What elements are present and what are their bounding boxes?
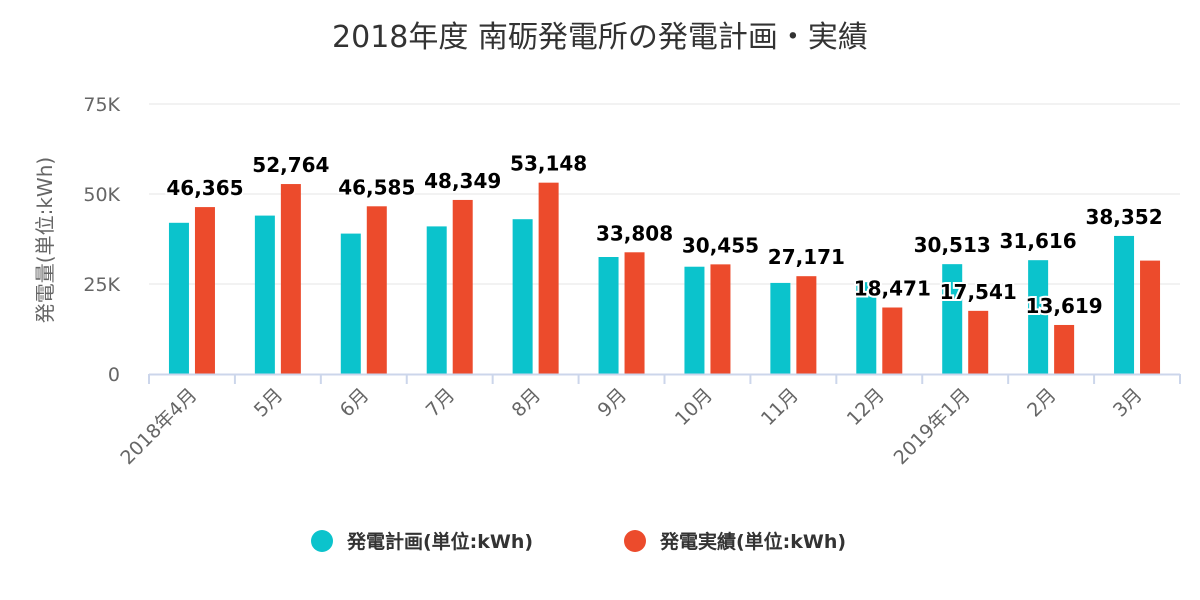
data-label: 17,541 — [940, 280, 1017, 304]
data-label: 30,455 — [682, 233, 759, 257]
bar-actual — [1054, 324, 1075, 374]
data-label: 53,148 — [510, 152, 587, 176]
data-label: 18,471 — [854, 277, 931, 301]
bar-plan — [598, 257, 619, 374]
bar-actual — [280, 184, 301, 374]
data-label: 30,513 — [914, 233, 991, 257]
bar-plan — [512, 219, 533, 374]
bar-actual — [1140, 260, 1161, 374]
bar-plan — [942, 264, 963, 374]
bar-plan — [426, 226, 447, 374]
x-tick-label: 7月 — [422, 384, 460, 422]
y-tick-label: 50K — [83, 184, 120, 206]
x-tick-label: 10月 — [671, 384, 717, 430]
x-tick-label: 5月 — [250, 384, 288, 422]
data-label: 46,365 — [166, 176, 243, 200]
data-label: 31,616 — [1000, 229, 1077, 253]
data-label: 27,171 — [768, 245, 845, 269]
bars — [168, 182, 1161, 374]
data-label: 52,764 — [252, 153, 329, 177]
data-label: 13,619 — [1026, 294, 1103, 318]
data-label: 48,349 — [424, 169, 501, 193]
x-tick-label: 2月 — [1023, 384, 1061, 422]
legend-marker — [311, 530, 333, 552]
y-tick-label: 75K — [83, 94, 120, 116]
data-label: 46,585 — [338, 175, 415, 199]
legend-marker — [624, 530, 646, 552]
legend: 発電計画(単位:kWh) 発電実績(単位:kWh) — [311, 530, 846, 553]
x-tick-label: 8月 — [508, 384, 546, 422]
x-axis: 2018年4月 5月 6月 7月 8月 9月 10月 11月 12月 2019年1月 2月 3月 — [116, 373, 1181, 469]
bar-plan — [168, 222, 189, 374]
bar-plan — [1028, 260, 1049, 374]
bar-actual — [796, 276, 817, 374]
x-tick-label: 9月 — [594, 384, 632, 422]
x-tick-label: 2019年1月 — [890, 384, 975, 469]
data-label: 38,352 — [1085, 205, 1162, 229]
bar-actual — [624, 252, 645, 374]
x-tick-label: 6月 — [336, 384, 374, 422]
x-tick-label: 2018年4月 — [116, 384, 201, 469]
chart-title: 2018年度 南砺発電所の発電計画・実績 — [332, 20, 868, 55]
bar-actual — [366, 206, 387, 374]
y-tick-label: 25K — [83, 274, 120, 296]
bar-actual — [710, 264, 731, 374]
bar-plan — [856, 282, 877, 374]
legend-item-label[interactable]: 発電実績(単位:kWh) — [659, 530, 846, 553]
data-labels: 30,513 31,616 38,352 46,365 52,764 46,585 48,3… — [164, 150, 1164, 320]
x-tick-label: 3月 — [1109, 384, 1147, 422]
bar-actual — [538, 182, 559, 374]
x-tick-label: 12月 — [843, 384, 889, 430]
bar-plan — [254, 215, 275, 374]
data-label: 33,808 — [596, 221, 673, 245]
legend-item-label[interactable]: 発電計画(単位:kWh) — [346, 530, 533, 553]
y-tick-label: 0 — [108, 364, 120, 386]
x-tick-label: 11月 — [757, 384, 803, 430]
bar-plan — [684, 266, 705, 374]
bar-plan — [340, 233, 361, 374]
y-axis: 0 25K 50K 75K — [83, 94, 120, 386]
bar-plan — [1114, 235, 1135, 374]
bar-actual — [968, 310, 989, 374]
bar-actual — [452, 199, 473, 374]
bar-actual — [194, 207, 215, 374]
grid-lines — [149, 103, 1180, 285]
bar-actual — [882, 307, 903, 374]
y-axis-title: 発電量(単位:kWh) — [33, 157, 57, 323]
bar-plan — [770, 282, 791, 374]
